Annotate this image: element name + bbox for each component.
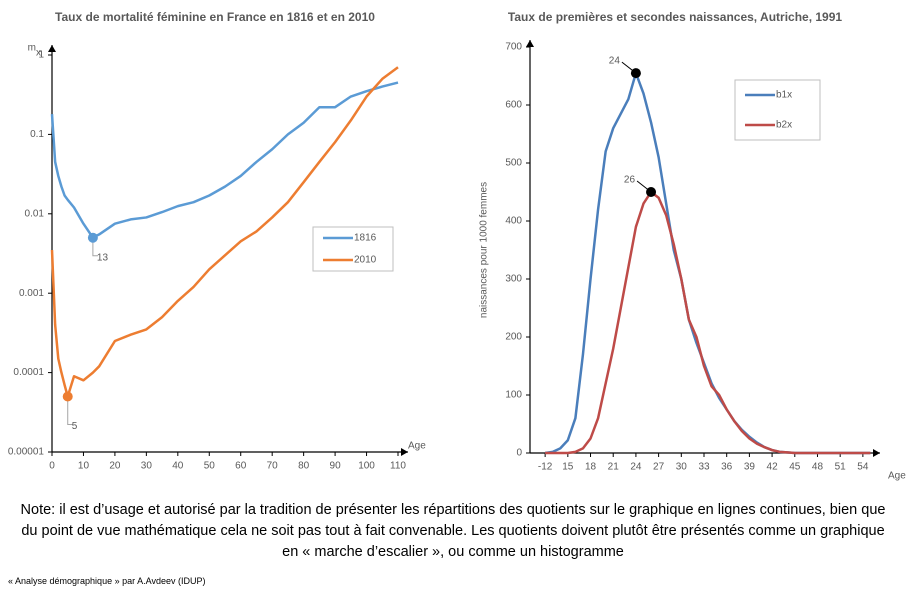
annotation-point <box>646 187 657 197</box>
y-tick-label: 0.01 <box>25 208 45 219</box>
x-tick-label: 110 <box>390 461 406 472</box>
x-tick-label: 40 <box>172 461 184 472</box>
series-line <box>50 81 399 239</box>
y-tick-label: 500 <box>505 158 522 169</box>
legend-label: 1816 <box>354 233 377 244</box>
x-tick-label: 80 <box>298 461 310 472</box>
y-tick-label: 0.1 <box>30 129 44 140</box>
annotation-leader <box>67 400 73 426</box>
y-tick-label: 600 <box>505 100 522 111</box>
y-tick-label: 400 <box>505 216 522 227</box>
annotation-label: 5 <box>72 421 78 432</box>
y-tick-label: 0.0001 <box>13 367 44 378</box>
chart-title: Taux de mortalité féminine en France en … <box>55 10 375 24</box>
x-tick-label: 54 <box>857 462 869 473</box>
y-tick-label: 200 <box>505 332 522 343</box>
x-tick-label: 27 <box>653 462 665 473</box>
x-tick-label: 24 <box>630 462 642 473</box>
legend-label: b2x <box>776 120 792 131</box>
x-tick-label: 0 <box>49 461 55 472</box>
series-line <box>544 71 871 455</box>
legend-box <box>312 226 394 272</box>
note: Note: il est d’usage et autorisé par la … <box>20 502 886 560</box>
x-tick-label: 36 <box>721 462 733 473</box>
y-axis-label: naissances pour 1000 femmes <box>479 182 490 318</box>
x-tick-label: 18 <box>585 462 597 473</box>
y-tick-label: 0.00001 <box>8 447 45 458</box>
y-tick-label: 100 <box>505 390 522 401</box>
annotation-label: 13 <box>97 252 109 263</box>
y-tick-label: 0 <box>516 448 522 459</box>
legend-label: 2010 <box>354 255 377 266</box>
x-tick-label: 48 <box>812 462 824 473</box>
legend-box <box>734 79 821 141</box>
x-axis-arrow <box>873 449 880 457</box>
x-axis-label: Age <box>888 471 906 482</box>
footer: « Analyse démographique » par A.Avdeev (… <box>8 576 206 586</box>
annotation-point <box>87 232 98 243</box>
x-tick-label: 70 <box>267 461 279 472</box>
annotation-label: 24 <box>609 56 621 67</box>
x-tick-label: 90 <box>330 461 342 472</box>
x-tick-label: 100 <box>358 461 375 472</box>
y-axis-label-subscript: x <box>36 48 41 59</box>
x-axis-label: Age <box>408 441 426 452</box>
x-tick-label: 21 <box>608 462 620 473</box>
y-tick-label: 300 <box>505 274 522 285</box>
x-tick-label: 20 <box>109 461 121 472</box>
x-tick-label: 50 <box>204 461 216 472</box>
y-tick-label: 700 <box>505 42 522 53</box>
chart-title: Taux de premières et secondes naissances… <box>507 10 843 24</box>
series-line <box>545 190 871 455</box>
annotation-point <box>62 391 73 402</box>
x-tick-label: 10 <box>78 461 90 472</box>
x-tick-label: 33 <box>698 462 710 473</box>
x-tick-label: 42 <box>767 462 779 473</box>
annotation-label: 26 <box>624 175 636 186</box>
x-tick-label: 51 <box>835 462 847 473</box>
x-tick-label: 15 <box>562 462 574 473</box>
x-tick-label: 30 <box>141 461 153 472</box>
y-axis-label: m <box>28 43 36 54</box>
x-tick-label: 30 <box>676 462 688 473</box>
annotation-leader <box>92 241 98 257</box>
y-tick-label: 1 <box>38 50 44 61</box>
x-tick-label: 60 <box>235 461 247 472</box>
x-tick-label: 39 <box>744 462 756 473</box>
annotation-point <box>630 68 641 79</box>
y-axis-arrow <box>48 45 56 52</box>
x-tick-label: -12 <box>538 462 553 473</box>
legend-label: b1x <box>776 90 792 101</box>
x-axis-arrow <box>401 448 408 456</box>
x-tick-label: 45 <box>789 462 801 473</box>
y-tick-label: 0.001 <box>19 288 44 299</box>
y-axis-arrow <box>526 40 534 47</box>
